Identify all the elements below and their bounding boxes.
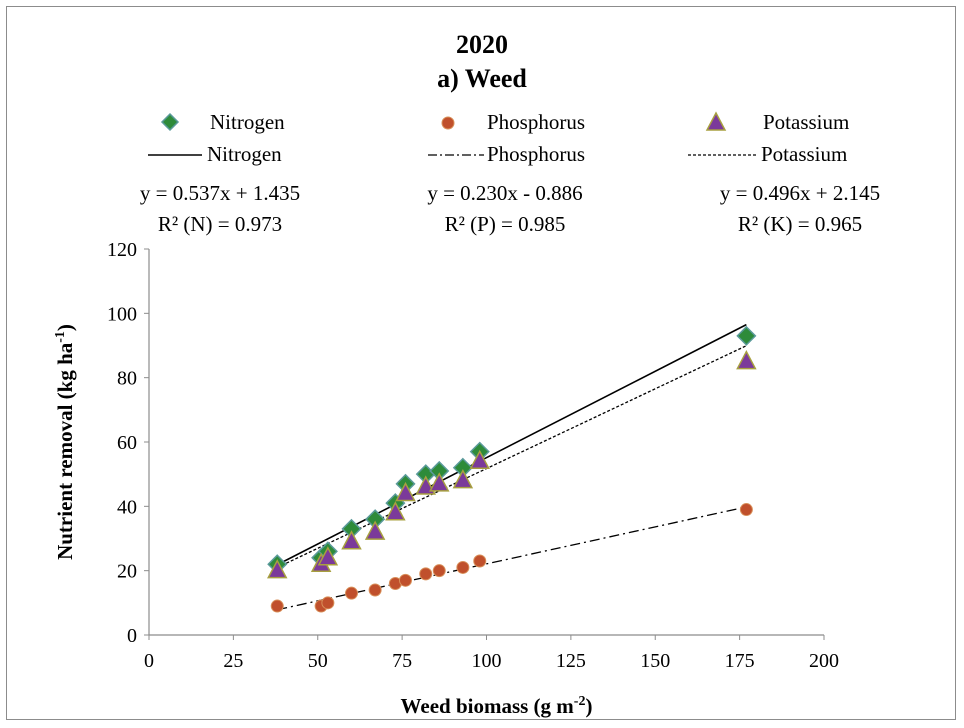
y-tick-label: 80 [117, 368, 137, 390]
point-phosphorus [473, 554, 487, 568]
x-tick-label: 75 [392, 650, 412, 672]
x-tick-label: 25 [223, 650, 243, 672]
point-phosphorus [270, 599, 284, 613]
r2-potassium: R² (K) = 0.965 [737, 212, 863, 236]
legend-marker-nitrogen [160, 112, 180, 132]
legend-label-potassium-line: Potassium [761, 142, 848, 166]
equation-potassium: y = 0.496x + 2.145 [719, 181, 881, 205]
point-phosphorus [432, 564, 446, 578]
point-phosphorus [345, 586, 358, 600]
chart-frame [6, 6, 956, 720]
x-tick-label: 50 [308, 650, 328, 672]
x-tick-label: 100 [472, 650, 502, 672]
r2-phosphorus: R² (P) = 0.985 [444, 212, 566, 236]
point-potassium [469, 449, 490, 470]
y-tick-label: 100 [107, 303, 137, 325]
y-tick-label: 40 [117, 496, 137, 518]
equation-nitrogen: y = 0.537x + 1.435 [139, 181, 301, 205]
point-potassium [385, 501, 406, 521]
x-tick-label: 150 [640, 650, 670, 672]
x-tick-label: 125 [556, 650, 586, 672]
y-tick-label: 20 [117, 561, 137, 583]
point-potassium [452, 468, 474, 489]
legend-label-phosphorus-line: Phosphorus [487, 142, 586, 166]
r2-nitrogen: R² (N) = 0.973 [157, 212, 283, 236]
x-tick-label: 175 [725, 650, 755, 672]
point-potassium [429, 472, 450, 492]
x-tick-label: 200 [809, 650, 839, 672]
point-potassium [364, 520, 386, 540]
legend-marker-potassium [705, 111, 727, 131]
point-phosphorus [321, 596, 335, 610]
equation-phosphorus: y = 0.230x - 0.886 [427, 181, 583, 205]
point-phosphorus [399, 573, 412, 587]
point-phosphorus [456, 560, 470, 574]
point-potassium [736, 349, 757, 370]
y-tick-label: 60 [117, 432, 137, 454]
legend-label-nitrogen-marker: Nitrogen [210, 110, 285, 134]
legend-markers [148, 111, 756, 156]
legend-label-nitrogen-line: Nitrogen [207, 142, 282, 166]
legend-label-phosphorus-marker: Phosphorus [487, 110, 586, 134]
y-tick-label: 120 [107, 239, 137, 261]
x-axis-title: Weed biomass (g m-2) [401, 694, 593, 718]
legend-marker-phosphorus [441, 116, 455, 130]
point-potassium [341, 530, 362, 550]
point-phosphorus [419, 567, 433, 581]
x-tick-label: 0 [144, 650, 154, 672]
legend-label-potassium-marker: Potassium [763, 110, 850, 134]
y-tick-label: 0 [127, 625, 137, 647]
y-axis-title: Nutrient removal (kg ha-1) [53, 324, 77, 560]
point-potassium [395, 481, 416, 502]
point-phosphorus [368, 583, 382, 597]
chart-subtitle: a) Weed [437, 64, 527, 93]
chart-title: 2020 [456, 30, 508, 59]
point-phosphorus [739, 503, 753, 517]
point-nitrogen [736, 325, 757, 346]
point-potassium [317, 546, 339, 566]
point-potassium [267, 559, 288, 579]
